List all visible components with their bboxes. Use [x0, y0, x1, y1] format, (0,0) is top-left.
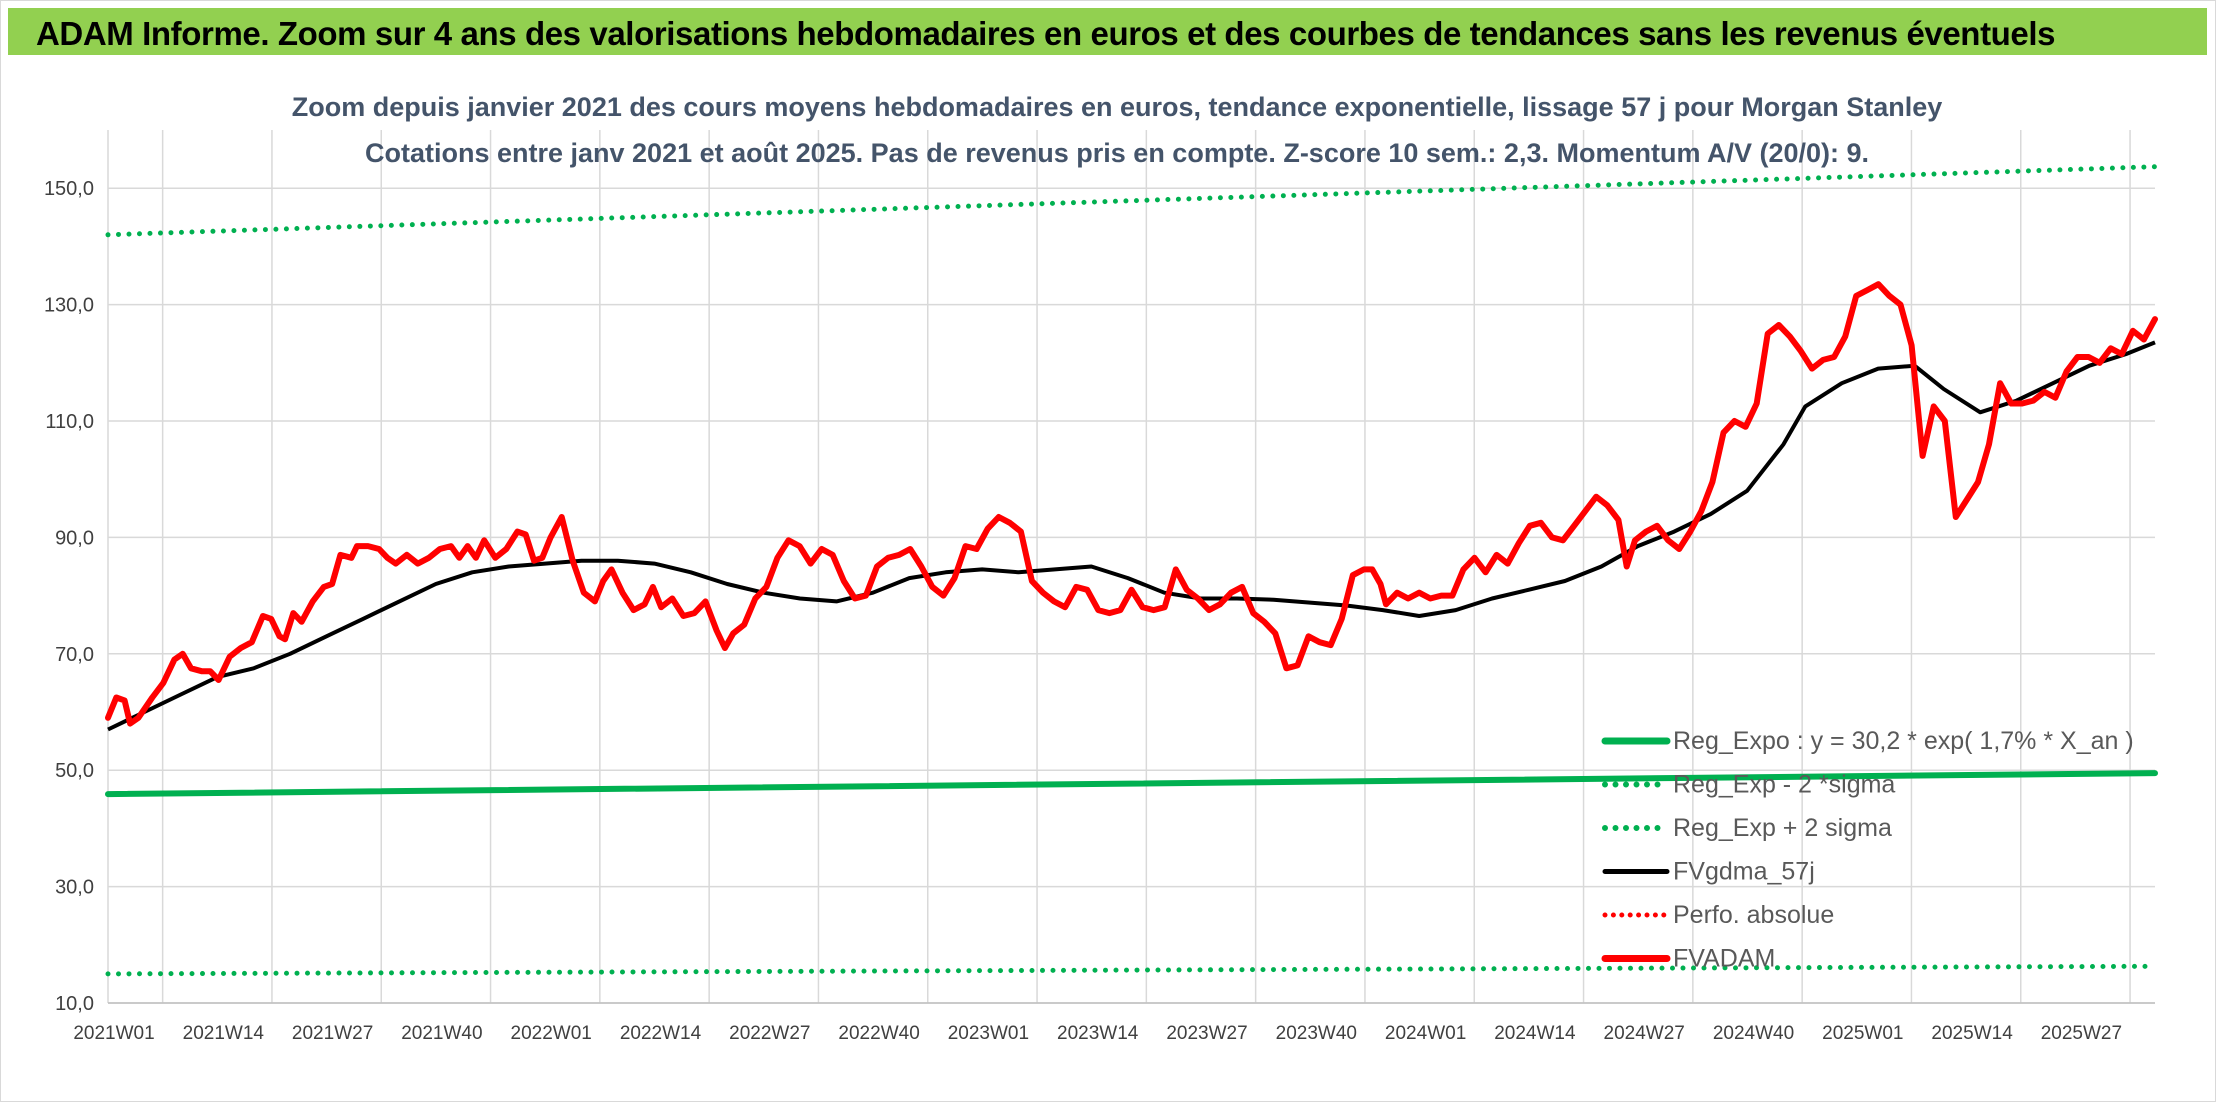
gridlines: [107, 130, 2155, 1004]
legend-label: Reg_Exp - 2 *sigma: [1673, 771, 1895, 799]
x-tick-label: 2021W40: [401, 1023, 482, 1044]
x-tick-label: 2025W27: [2041, 1023, 2122, 1044]
series-line-5: [105, 281, 2158, 727]
x-tick-label: 2023W27: [1166, 1023, 1247, 1044]
x-tick-label: 2022W14: [620, 1023, 702, 1044]
legend-label: FVADAM: [1673, 945, 1775, 973]
legend: Reg_Expo : y = 30,2 * exp( 1,7% * X_an )…: [1601, 727, 2134, 973]
y-tick-label: 130,0: [44, 295, 94, 317]
legend-label: Perfo. absolue: [1673, 901, 1834, 929]
x-tick-label: 2024W27: [1604, 1023, 1685, 1044]
legend-label: Reg_Expo : y = 30,2 * exp( 1,7% * X_an ): [1673, 727, 2134, 755]
legend-label: FVgdma_57j: [1673, 858, 1815, 886]
x-tick-label: 2024W01: [1385, 1023, 1466, 1044]
x-tick-label: 2023W14: [1057, 1023, 1139, 1044]
series-lines: [105, 164, 2158, 977]
x-tick-label: 2021W14: [183, 1023, 265, 1044]
report-title: ADAM Informe. Zoom sur 4 ans des valoris…: [36, 15, 2056, 52]
chart-subtitle: Cotations entre janv 2021 et août 2025. …: [365, 138, 1869, 168]
y-tick-label: 50,0: [55, 760, 94, 782]
y-axis-ticks: 10,0 30,0 50,0 70,0 90,0 110,0 130,0 150,0: [44, 178, 94, 1015]
y-tick-label: 90,0: [55, 527, 94, 549]
series-line-2: [105, 164, 2158, 238]
x-axis-ticks: 2021W01 2021W14 2021W27 2021W40 2022W01 2022W…: [73, 1023, 2122, 1044]
x-tick-label: 2022W40: [838, 1023, 919, 1044]
x-tick-label: 2023W01: [948, 1023, 1029, 1044]
y-tick-label: 110,0: [45, 411, 94, 433]
y-tick-label: 30,0: [55, 877, 94, 899]
x-tick-label: 2025W14: [1931, 1023, 2013, 1044]
series-line-0: [105, 770, 2158, 798]
y-tick-label: 150,0: [44, 178, 94, 200]
y-tick-label: 70,0: [55, 644, 94, 666]
x-tick-label: 2023W40: [1276, 1023, 1357, 1044]
x-tick-label: 2022W27: [729, 1023, 810, 1044]
series-line-3: [107, 340, 2156, 732]
x-tick-label: 2022W01: [511, 1023, 592, 1044]
x-tick-label: 2021W27: [292, 1023, 373, 1044]
legend-label: Reg_Exp + 2 sigma: [1673, 814, 1892, 842]
y-tick-label: 10,0: [55, 993, 94, 1015]
x-tick-label: 2024W40: [1713, 1023, 1794, 1044]
header-bar: ADAM Informe. Zoom sur 4 ans des valoris…: [8, 8, 2207, 55]
chart-title: Zoom depuis janvier 2021 des cours moyen…: [292, 92, 1943, 122]
x-tick-label: 2021W01: [73, 1023, 154, 1044]
x-tick-label: 2025W01: [1822, 1023, 1903, 1044]
series-line-1: [105, 963, 2158, 977]
x-tick-label: 2024W14: [1494, 1023, 1576, 1044]
